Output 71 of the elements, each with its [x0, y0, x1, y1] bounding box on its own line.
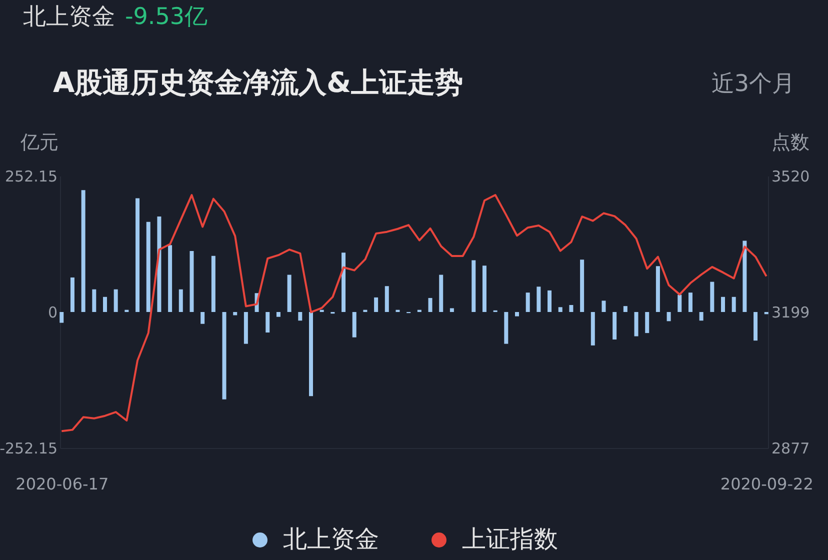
- y-axis-title: 亿元: [20, 132, 58, 154]
- bar: [287, 274, 292, 312]
- y-tick-label: 252.15: [5, 168, 58, 186]
- chart-title: A股通历史资金净流入&上证走势: [53, 66, 464, 99]
- bar: [645, 312, 650, 334]
- text: 北上资金: [23, 4, 115, 30]
- bar: [526, 292, 530, 312]
- bar: [114, 289, 118, 312]
- bar: [472, 260, 476, 312]
- bar: [168, 245, 172, 312]
- text: -9.53亿: [125, 4, 208, 30]
- bar: [374, 297, 378, 312]
- x-tick-label: 2020-09-22: [720, 474, 814, 494]
- bar: [482, 266, 486, 312]
- bar: [548, 290, 552, 312]
- bar: [602, 300, 606, 312]
- bar: [70, 277, 74, 312]
- bar: [710, 282, 714, 312]
- legend-label: 上证指数: [462, 525, 558, 553]
- bar: [732, 296, 736, 312]
- bar: [504, 312, 508, 344]
- bar: [276, 312, 280, 317]
- text: 近3个月: [711, 71, 795, 97]
- bar: [244, 312, 248, 344]
- bar: [656, 266, 660, 312]
- bar: [678, 294, 682, 312]
- legend-label: 北上资金: [283, 525, 379, 553]
- bar: [536, 286, 541, 312]
- bar: [742, 240, 747, 312]
- bar: [102, 296, 107, 312]
- bar: [266, 312, 270, 332]
- bar: [515, 312, 519, 316]
- y-tick-label: 0: [48, 304, 58, 322]
- y2-tick-label: 3199: [772, 303, 810, 322]
- bar: [342, 252, 346, 312]
- bar: [569, 304, 574, 312]
- y2-tick-label: 3520: [772, 168, 810, 186]
- bar: [384, 286, 389, 312]
- bar: [178, 289, 183, 312]
- y-tick-label: -252.15: [0, 440, 58, 458]
- bar: [428, 298, 432, 312]
- bar: [222, 312, 226, 400]
- bar: [688, 292, 692, 312]
- bar: [309, 312, 313, 396]
- bar: [450, 308, 454, 312]
- bar: [200, 312, 205, 324]
- bar: [612, 312, 617, 340]
- bar: [580, 260, 584, 312]
- bar: [136, 198, 140, 312]
- bar: [634, 312, 638, 336]
- line-series: [60, 194, 768, 432]
- bar: [590, 312, 595, 346]
- bar: [92, 289, 96, 312]
- bar: [190, 251, 194, 312]
- bar: [352, 312, 356, 338]
- bar: [298, 312, 302, 321]
- bar: [211, 256, 216, 312]
- bar: [721, 296, 726, 312]
- bar: [60, 312, 64, 323]
- bar: [623, 306, 628, 312]
- bar: [439, 274, 444, 312]
- y2-axis-title: 点数: [772, 132, 810, 154]
- x-tick-label: 2020-06-17: [16, 474, 109, 494]
- y2-tick-label: 2877: [772, 440, 810, 458]
- bar: [699, 312, 704, 321]
- bar: [558, 307, 562, 312]
- bar: [146, 222, 150, 312]
- bar: [754, 312, 758, 341]
- bar: [81, 190, 86, 312]
- bar: [666, 312, 671, 322]
- bar: [233, 312, 238, 316]
